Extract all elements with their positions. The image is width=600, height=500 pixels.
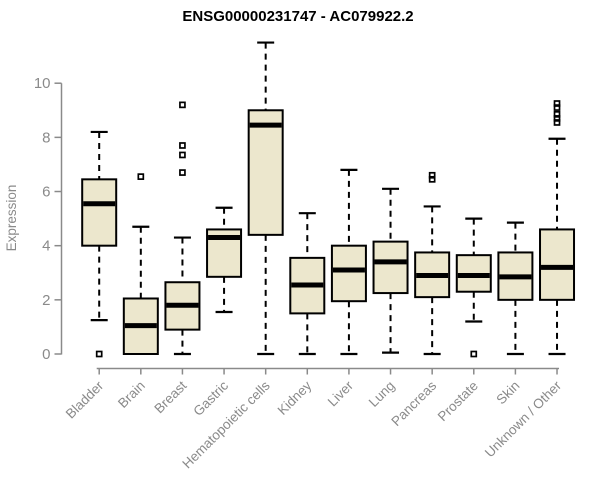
outlier-point: [179, 101, 186, 109]
iqr-box: [372, 240, 409, 295]
outlier-point: [553, 110, 561, 118]
box-pancreas: [414, 171, 451, 356]
box-liver: [330, 168, 367, 356]
x-category-label: Liver: [325, 378, 357, 410]
outlier-point: [553, 115, 561, 122]
chart-title: ENSG00000231747 - AC079922.2: [182, 8, 413, 25]
outlier-point: [553, 100, 561, 107]
outlier-point: [553, 104, 561, 111]
outlier-point: [553, 119, 561, 126]
box-breast: [164, 101, 201, 356]
box-hematopoietic-cells: [247, 41, 284, 356]
y-tick-label: 10: [34, 75, 51, 92]
iqr-box: [81, 178, 118, 247]
x-category-label: Bladder: [63, 378, 107, 422]
y-axis-title: Expression: [4, 185, 19, 252]
outlier-point: [179, 151, 186, 159]
box-prostate: [455, 217, 492, 358]
x-category-label: Gastric: [190, 378, 231, 419]
x-category-label: Skin: [493, 378, 522, 407]
y-tick-label: 2: [42, 292, 50, 309]
x-category-label: Brain: [115, 378, 148, 411]
outlier-point: [137, 173, 145, 180]
outlier-point: [428, 171, 436, 179]
outlier-point: [95, 350, 103, 358]
outlier-point: [179, 142, 186, 149]
x-category-label: Lung: [366, 378, 398, 410]
box-skin: [497, 221, 534, 356]
iqr-box: [539, 228, 576, 301]
box-gastric: [206, 206, 243, 314]
y-tick-label: 0: [42, 346, 50, 363]
box-unknown-other: [539, 100, 576, 356]
outlier-point: [179, 169, 186, 176]
x-category-label: Prostate: [435, 378, 481, 424]
iqr-box: [330, 244, 367, 303]
y-axis: 0 2 4 6 8 10: [34, 75, 63, 363]
outlier-point: [428, 175, 436, 183]
x-category-label: Kidney: [275, 378, 315, 418]
box-bladder: [81, 130, 118, 358]
box-kidney: [289, 212, 326, 356]
x-category-label: Breast: [151, 378, 189, 416]
y-tick-label: 8: [42, 129, 50, 146]
x-category-label: Pancreas: [388, 378, 439, 429]
x-category-label: Unknown / Other: [482, 378, 565, 461]
y-tick-label: 4: [42, 238, 50, 255]
iqr-box: [247, 109, 284, 236]
outlier-point: [470, 350, 478, 358]
boxplot-series: [81, 41, 576, 358]
box-lung: [372, 187, 409, 354]
box-brain: [122, 173, 159, 355]
y-tick-label: 6: [42, 184, 50, 201]
